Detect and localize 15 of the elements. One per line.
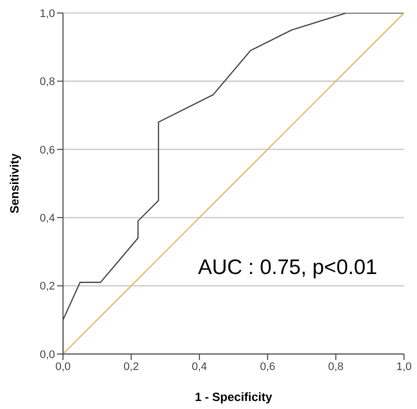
- x-tick-label: 0,0: [55, 360, 71, 373]
- annotation: AUC : 0.75, p<0.01: [198, 256, 378, 280]
- y-tick-label: 1,0: [40, 8, 55, 20]
- y-tick-label: 0,2: [40, 280, 55, 293]
- x-tick-label: 1,0: [396, 360, 412, 373]
- y-axis-title: Sensitivity: [7, 153, 22, 214]
- y-tick-label: 0,0: [40, 348, 55, 361]
- y-tick-label: 0,4: [40, 212, 55, 225]
- x-tick-label: 0,2: [124, 360, 139, 373]
- x-tick-label: 0,8: [328, 360, 344, 373]
- y-tick-label: 0,8: [40, 76, 55, 88]
- x-tick-label: 0,4: [192, 360, 208, 373]
- x-tick-label: 0,6: [260, 360, 276, 373]
- y-tick-label: 0,6: [40, 144, 55, 156]
- x-axis-title: 1 - Specificity: [194, 390, 272, 404]
